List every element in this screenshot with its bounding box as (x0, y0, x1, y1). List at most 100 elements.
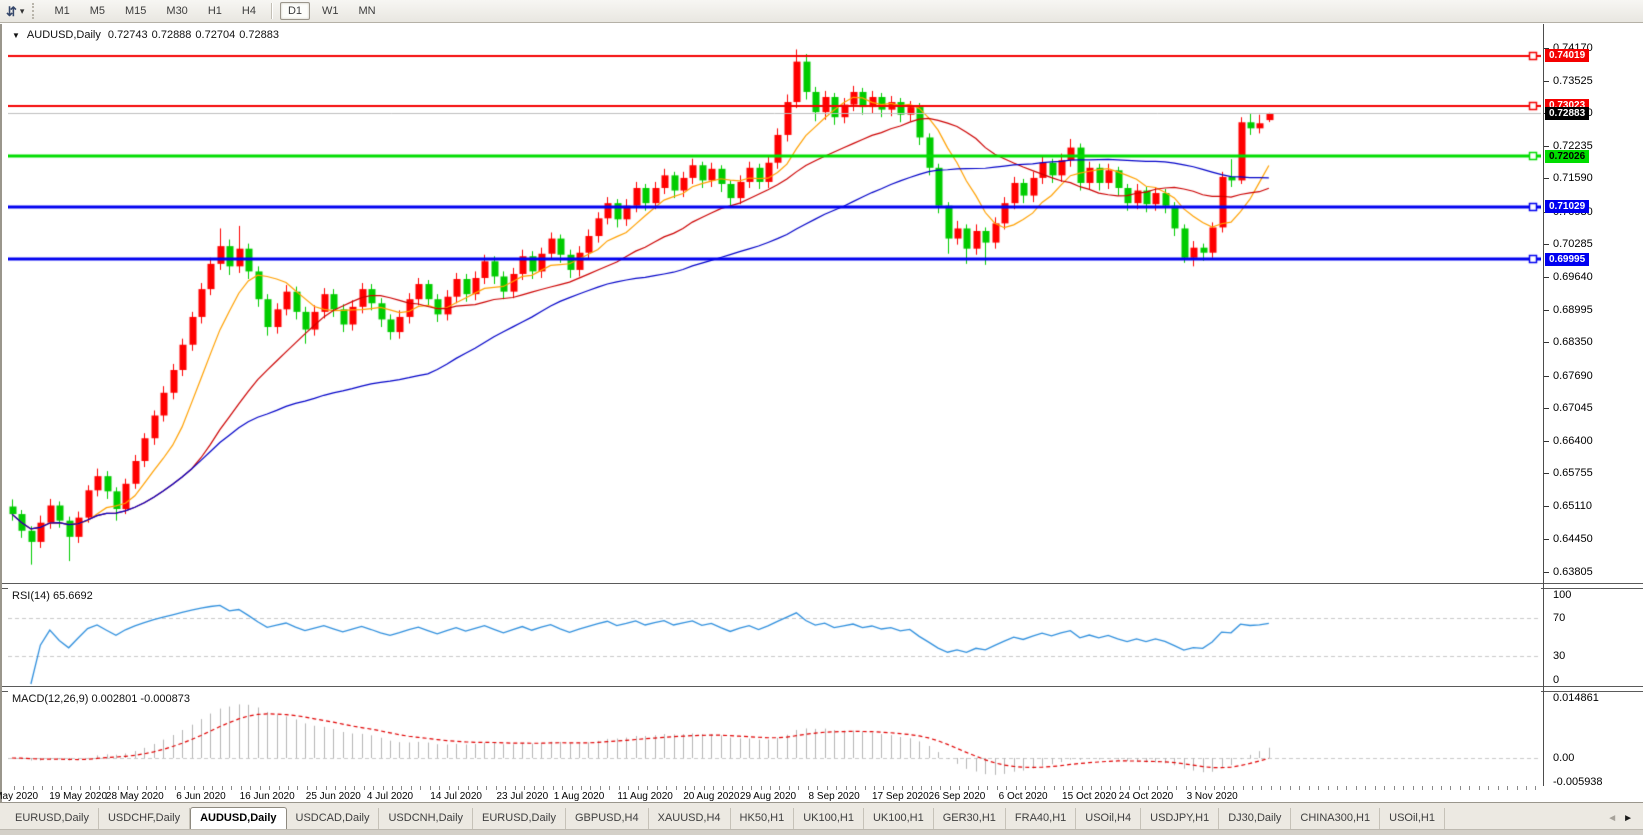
date-tick (846, 786, 847, 790)
chart-tab-hk50-h1[interactable]: HK50,H1 (731, 808, 795, 829)
tab-scroll-left-icon[interactable]: ◄ (1607, 813, 1618, 824)
date-tick (1498, 786, 1499, 790)
chart-tab-usoil-h1[interactable]: USOil,H1 (1380, 808, 1445, 829)
date-label: 16 Jun 2020 (239, 791, 295, 802)
chart-window: ▼ AUDUSD,Daily 0.72743 0.72888 0.72704 0… (0, 24, 1643, 802)
date-tick (1432, 786, 1433, 790)
date-tick (212, 786, 213, 790)
indicator-axis-label: 0.014861 (1553, 692, 1599, 704)
date-tick (260, 786, 261, 790)
rsi-indicator-panel[interactable] (8, 587, 1541, 686)
chart-tab-xauusd-h4[interactable]: XAUUSD,H4 (649, 808, 731, 829)
date-tick (505, 786, 506, 790)
dropdown-caret-icon[interactable]: ▾ (19, 5, 25, 16)
date-label: 8 Sep 2020 (808, 791, 860, 802)
date-tick (1072, 786, 1073, 790)
date-tick (1526, 786, 1527, 790)
timeframe-button-m5[interactable]: M5 (89, 5, 105, 17)
price-tick-label: 0.67045 (1553, 402, 1593, 415)
date-tick (657, 786, 658, 790)
timeframe-button-w1[interactable]: W1 (322, 5, 339, 17)
date-label: 14 Jul 2020 (430, 791, 482, 802)
main-price-chart[interactable] (8, 24, 1541, 583)
date-label: 15 Oct 2020 (1062, 791, 1117, 802)
timeframe-button-d1[interactable]: D1 (279, 2, 310, 20)
timeframe-button-mn[interactable]: MN (358, 5, 376, 17)
chart-tab-usdcnh-daily[interactable]: USDCNH,Daily (379, 808, 474, 829)
date-tick (1016, 786, 1017, 790)
date-tick (184, 786, 185, 790)
date-tick (732, 786, 733, 790)
price-tick (1544, 81, 1549, 82)
chart-tab-china300-h1[interactable]: CHINA300,H1 (1291, 808, 1381, 829)
date-label: 23 Jul 2020 (496, 791, 549, 802)
date-label: 3 Nov 2020 (1186, 791, 1238, 802)
date-label: 9 May 2020 (0, 791, 39, 802)
chart-tab-dj30-daily[interactable]: DJ30,Daily (1219, 808, 1292, 829)
timeframe-button-h4[interactable]: H4 (241, 5, 256, 17)
chart-tab-eurusd-daily[interactable]: EURUSD,Daily (6, 808, 99, 829)
date-tick (345, 786, 346, 790)
timeframe-button-m15[interactable]: M15 (125, 5, 147, 17)
collapse-triangle-icon[interactable]: ▼ (12, 30, 20, 40)
date-tick (1101, 786, 1102, 790)
chart-tab-usdchf-daily[interactable]: USDCHF,Daily (99, 808, 191, 829)
date-tick (326, 786, 327, 790)
date-tick (14, 786, 15, 790)
date-tick (1120, 786, 1121, 790)
chart-tab-usoil-h4[interactable]: USOil,H4 (1076, 808, 1142, 829)
chart-arrange-icon[interactable]: ⇵ (6, 3, 17, 19)
indicator-axis-label: 0.00 (1553, 752, 1575, 764)
date-tick (241, 786, 242, 790)
date-tick (486, 786, 487, 790)
chart-tab-usdcad-daily[interactable]: USDCAD,Daily (287, 808, 380, 829)
date-label: 1 Aug 2020 (553, 791, 605, 802)
price-tick (1544, 408, 1549, 409)
macd-indicator-panel[interactable] (8, 690, 1541, 786)
price-tick (1544, 244, 1549, 245)
toolbar-grip[interactable] (32, 3, 38, 19)
date-tick (817, 786, 818, 790)
date-tick (80, 786, 81, 790)
indicator-axis-label: 0 (1553, 674, 1560, 686)
chart-tab-ger30-h1[interactable]: GER30,H1 (934, 808, 1006, 829)
date-tick (1299, 786, 1300, 790)
date-tick (1394, 786, 1395, 790)
date-label: 28 May 2020 (105, 791, 164, 802)
indicator-axis-label: 70 (1553, 611, 1566, 624)
date-tick (364, 786, 365, 790)
timeframe-button-m1[interactable]: M1 (54, 5, 70, 17)
date-tick (392, 786, 393, 790)
date-tick (987, 786, 988, 790)
price-tick-label: 0.67690 (1553, 369, 1593, 382)
timeframe-button-m30[interactable]: M30 (166, 5, 188, 17)
price-tick-label: 0.69640 (1553, 270, 1593, 283)
chart-tab-uk100-h1[interactable]: UK100,H1 (794, 808, 864, 829)
rsi-label: RSI(14) 65.6692 (12, 590, 93, 602)
date-tick (1214, 786, 1215, 790)
date-tick (1280, 786, 1281, 790)
tab-scroll-right-icon[interactable]: ► (1623, 813, 1633, 824)
chart-tab-eurusd-daily[interactable]: EURUSD,Daily (473, 808, 566, 829)
date-tick (676, 786, 677, 790)
date-tick (1356, 786, 1357, 790)
chart-title: ▼ AUDUSD,Daily 0.72743 0.72888 0.72704 0… (12, 29, 279, 41)
chart-tab-usdjpy-h1[interactable]: USDJPY,H1 (1141, 808, 1220, 829)
chart-tab-uk100-h1[interactable]: UK100,H1 (864, 808, 934, 829)
chart-tab-gbpusd-h4[interactable]: GBPUSD,H4 (566, 808, 649, 829)
date-tick (515, 786, 516, 790)
date-tick (874, 786, 875, 790)
timeframe-button-h1[interactable]: H1 (207, 5, 222, 17)
date-tick (297, 786, 298, 790)
date-tick (761, 786, 762, 790)
date-tick (383, 786, 384, 790)
date-tick (1479, 786, 1480, 790)
chart-tab-audusd-daily[interactable]: AUDUSD,Daily (190, 807, 287, 830)
date-tick (1063, 786, 1064, 790)
chart-tab-fra40-h1[interactable]: FRA40,H1 (1006, 808, 1077, 829)
hline-price-tag: 0.74019 (1545, 49, 1590, 63)
price-tick-label: 0.65755 (1553, 467, 1593, 480)
ohlc-open: 0.72743 (107, 29, 148, 41)
date-tick (61, 786, 62, 790)
